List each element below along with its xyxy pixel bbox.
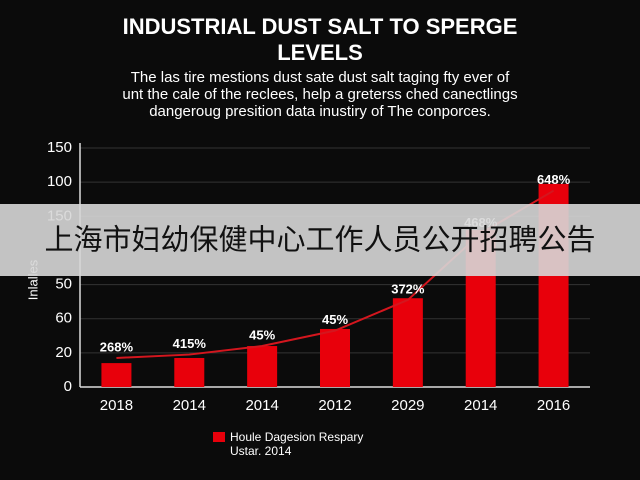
annotation: 372% (391, 281, 425, 296)
bar (247, 346, 278, 387)
y-tick-label: 0 (64, 378, 72, 395)
x-tick-label: 2029 (391, 397, 424, 414)
annotation: 648% (537, 172, 571, 187)
x-tick-label: 2014 (464, 397, 497, 414)
bar (392, 298, 423, 387)
x-tick-label: 2018 (100, 397, 133, 414)
banner-text: 上海市妇幼保健中心工作人员公开招聘公告 (44, 224, 595, 257)
legend-label: Houle Dagesion Respary (230, 430, 363, 444)
y-tick-label: 60 (55, 310, 72, 327)
x-tick-label: 2014 (173, 397, 206, 414)
y-tick-label: 150 (47, 139, 72, 156)
bar (320, 328, 350, 387)
legend-swatch (213, 432, 225, 442)
chart-title: INDUSTRIAL DUST SALT TO SPERGE (123, 14, 518, 39)
subtitle: The las tire mestions dust sate dust sal… (131, 69, 510, 86)
chart-title: LEVELS (277, 40, 363, 65)
annotation: 45% (249, 327, 275, 342)
banner-overlay (0, 204, 640, 276)
legend-label: Ustar. 2014 (230, 444, 292, 458)
subtitle: unt the cale of the reclees, help a gret… (122, 86, 517, 103)
y-tick-label: 100 (47, 173, 72, 190)
y-tick-label: 20 (55, 344, 72, 361)
subtitle: dangeroug presition data inustiry of The… (149, 103, 491, 120)
bar (174, 357, 205, 387)
annotation: 268% (100, 339, 134, 354)
x-tick-label: 2016 (537, 397, 570, 414)
y-tick-label: 50 (55, 276, 72, 293)
annotation: 415% (173, 336, 207, 351)
annotation: 45% (322, 312, 348, 327)
x-tick-label: 2014 (245, 397, 278, 414)
x-tick-label: 2012 (318, 397, 351, 414)
bar (101, 363, 132, 387)
